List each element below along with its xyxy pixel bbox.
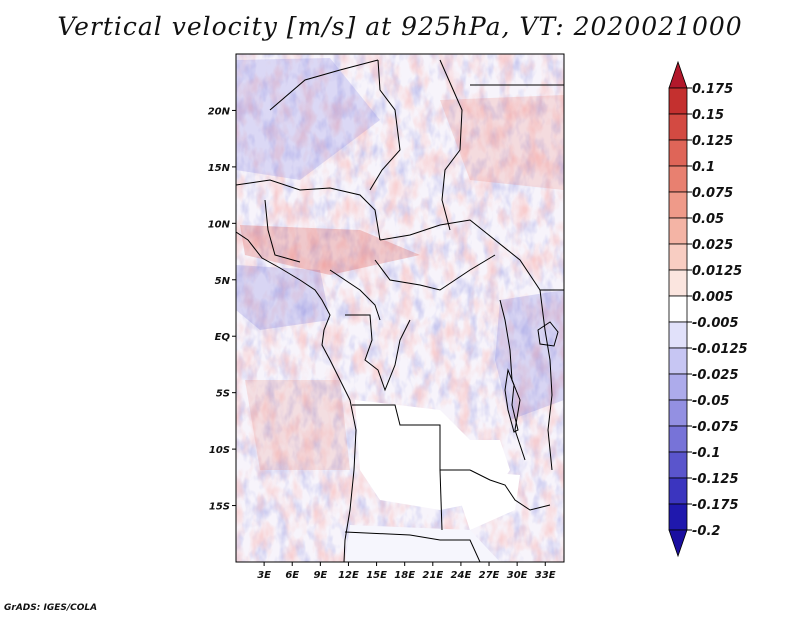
colorbar-label-0: 0.175 bbox=[692, 82, 733, 97]
lon-label-6E: 6E bbox=[285, 570, 299, 581]
colorbar-label-8: 0.005 bbox=[692, 290, 733, 305]
colorbar-swatch-15 bbox=[668, 451, 688, 479]
lat-label-10N: 10N bbox=[208, 219, 231, 230]
colorbar-swatch-8 bbox=[668, 269, 688, 297]
border-congo bbox=[345, 314, 411, 392]
border-north-3 bbox=[439, 59, 463, 231]
colorbar-swatch-14 bbox=[668, 425, 688, 453]
colorbar-label-11: -0.025 bbox=[692, 368, 739, 383]
red-zone-sahel bbox=[240, 225, 420, 275]
red-zone-east bbox=[440, 95, 564, 190]
political-boundaries bbox=[236, 59, 564, 562]
blue-zone-northwest bbox=[236, 58, 380, 180]
border-nigeria bbox=[264, 199, 301, 263]
vertical-velocity-field bbox=[236, 54, 564, 562]
border-botswana bbox=[439, 469, 443, 531]
colorbar: 0.175 0.15 0.125 0.1 0.075 0.05 0.025 0.0125 0.0… bbox=[668, 60, 748, 558]
border-east bbox=[539, 289, 553, 471]
lat-label-20N: 20N bbox=[208, 106, 231, 117]
colorbar-swatch-18 bbox=[668, 529, 688, 558]
lat-label-15S: 15S bbox=[209, 502, 230, 513]
colorbar-label-6: 0.025 bbox=[692, 238, 733, 253]
colorbar-swatch-13 bbox=[668, 399, 688, 427]
lon-label-18E: 18E bbox=[394, 570, 415, 581]
colorbar-label-2: 0.125 bbox=[692, 134, 733, 149]
blue-zone-lakes bbox=[495, 290, 564, 420]
border-namibia bbox=[344, 531, 481, 562]
credit-text: GrADS: IGES/COLA bbox=[4, 603, 98, 613]
lat-label-5N: 5N bbox=[215, 276, 231, 287]
colorbar-label-5: 0.05 bbox=[692, 212, 724, 227]
longitude-axis: 3E 6E 9E 12E 15E 18E 21E 24E 27E 30E 33E bbox=[257, 562, 556, 581]
lon-label-15E: 15E bbox=[366, 570, 387, 581]
lon-label-24E: 24E bbox=[451, 570, 472, 581]
colorbar-swatch-10 bbox=[668, 321, 688, 349]
colorbar-swatch-16 bbox=[668, 477, 688, 505]
colorbar-label-13: -0.075 bbox=[692, 420, 739, 435]
border-zambia bbox=[469, 469, 551, 511]
lat-label-EQ: EQ bbox=[215, 332, 231, 343]
colorbar-swatch-9 bbox=[668, 295, 688, 323]
colorbar-swatch-0 bbox=[668, 60, 688, 89]
border-angola bbox=[352, 404, 470, 471]
colorbar-swatch-6 bbox=[668, 217, 688, 245]
lat-label-5S: 5S bbox=[216, 389, 230, 400]
lake-tanganyika bbox=[504, 368, 519, 433]
colorbar-label-3: 0.1 bbox=[692, 160, 715, 175]
colorbar-swatch-7 bbox=[668, 243, 688, 271]
plot-frame bbox=[235, 53, 565, 563]
colorbar-label-1: 0.15 bbox=[692, 108, 724, 123]
blue-zone-gulf bbox=[236, 265, 330, 330]
colorbar-swatch-17 bbox=[668, 503, 688, 531]
lon-label-9E: 9E bbox=[313, 570, 327, 581]
colorbar-swatch-12 bbox=[668, 373, 688, 401]
colorbar-label-9: -0.005 bbox=[692, 316, 739, 331]
colorbar-swatch-1 bbox=[668, 87, 688, 115]
lake-victoria bbox=[537, 321, 559, 347]
colorbar-swatch-2 bbox=[668, 113, 688, 141]
lon-label-30E: 30E bbox=[507, 570, 528, 581]
colorbar-label-15: -0.125 bbox=[692, 472, 739, 487]
coastline-west-africa bbox=[236, 231, 357, 562]
colorbar-label-16: -0.175 bbox=[692, 498, 739, 513]
colorbar-label-7: 0.0125 bbox=[692, 264, 742, 279]
colorbar-swatch-4 bbox=[668, 165, 688, 193]
colorbar-swatch-5 bbox=[668, 191, 688, 219]
colorbar-label-14: -0.1 bbox=[692, 446, 720, 461]
border-central bbox=[379, 219, 564, 291]
lon-label-21E: 21E bbox=[422, 570, 443, 581]
colorbar-label-10: -0.0125 bbox=[692, 342, 748, 357]
border-car bbox=[374, 254, 496, 291]
border-cameroon bbox=[329, 269, 381, 321]
colorbar-label-17: -0.2 bbox=[692, 524, 720, 539]
border-sahel bbox=[236, 179, 381, 241]
chart-title: Vertical velocity [m/s] at 925hPa, VT: 2… bbox=[57, 12, 743, 41]
latitude-axis: 20N 15N 10N 5N EQ 5S 10S 15S bbox=[208, 106, 236, 513]
colorbar-swatch-11 bbox=[668, 347, 688, 375]
colorbar-label-12: -0.05 bbox=[692, 394, 729, 409]
colorbar-swatch-3 bbox=[668, 139, 688, 167]
lon-label-3E: 3E bbox=[257, 570, 271, 581]
lat-label-15N: 15N bbox=[208, 163, 231, 174]
lon-label-12E: 12E bbox=[338, 570, 359, 581]
lat-label-10S: 10S bbox=[209, 445, 230, 456]
lon-label-27E: 27E bbox=[479, 570, 500, 581]
border-north-1 bbox=[269, 59, 379, 111]
red-zone-southwest bbox=[245, 380, 350, 470]
border-north-2 bbox=[369, 59, 401, 191]
colorbar-label-4: 0.075 bbox=[692, 186, 733, 201]
lon-label-33E: 33E bbox=[535, 570, 556, 581]
